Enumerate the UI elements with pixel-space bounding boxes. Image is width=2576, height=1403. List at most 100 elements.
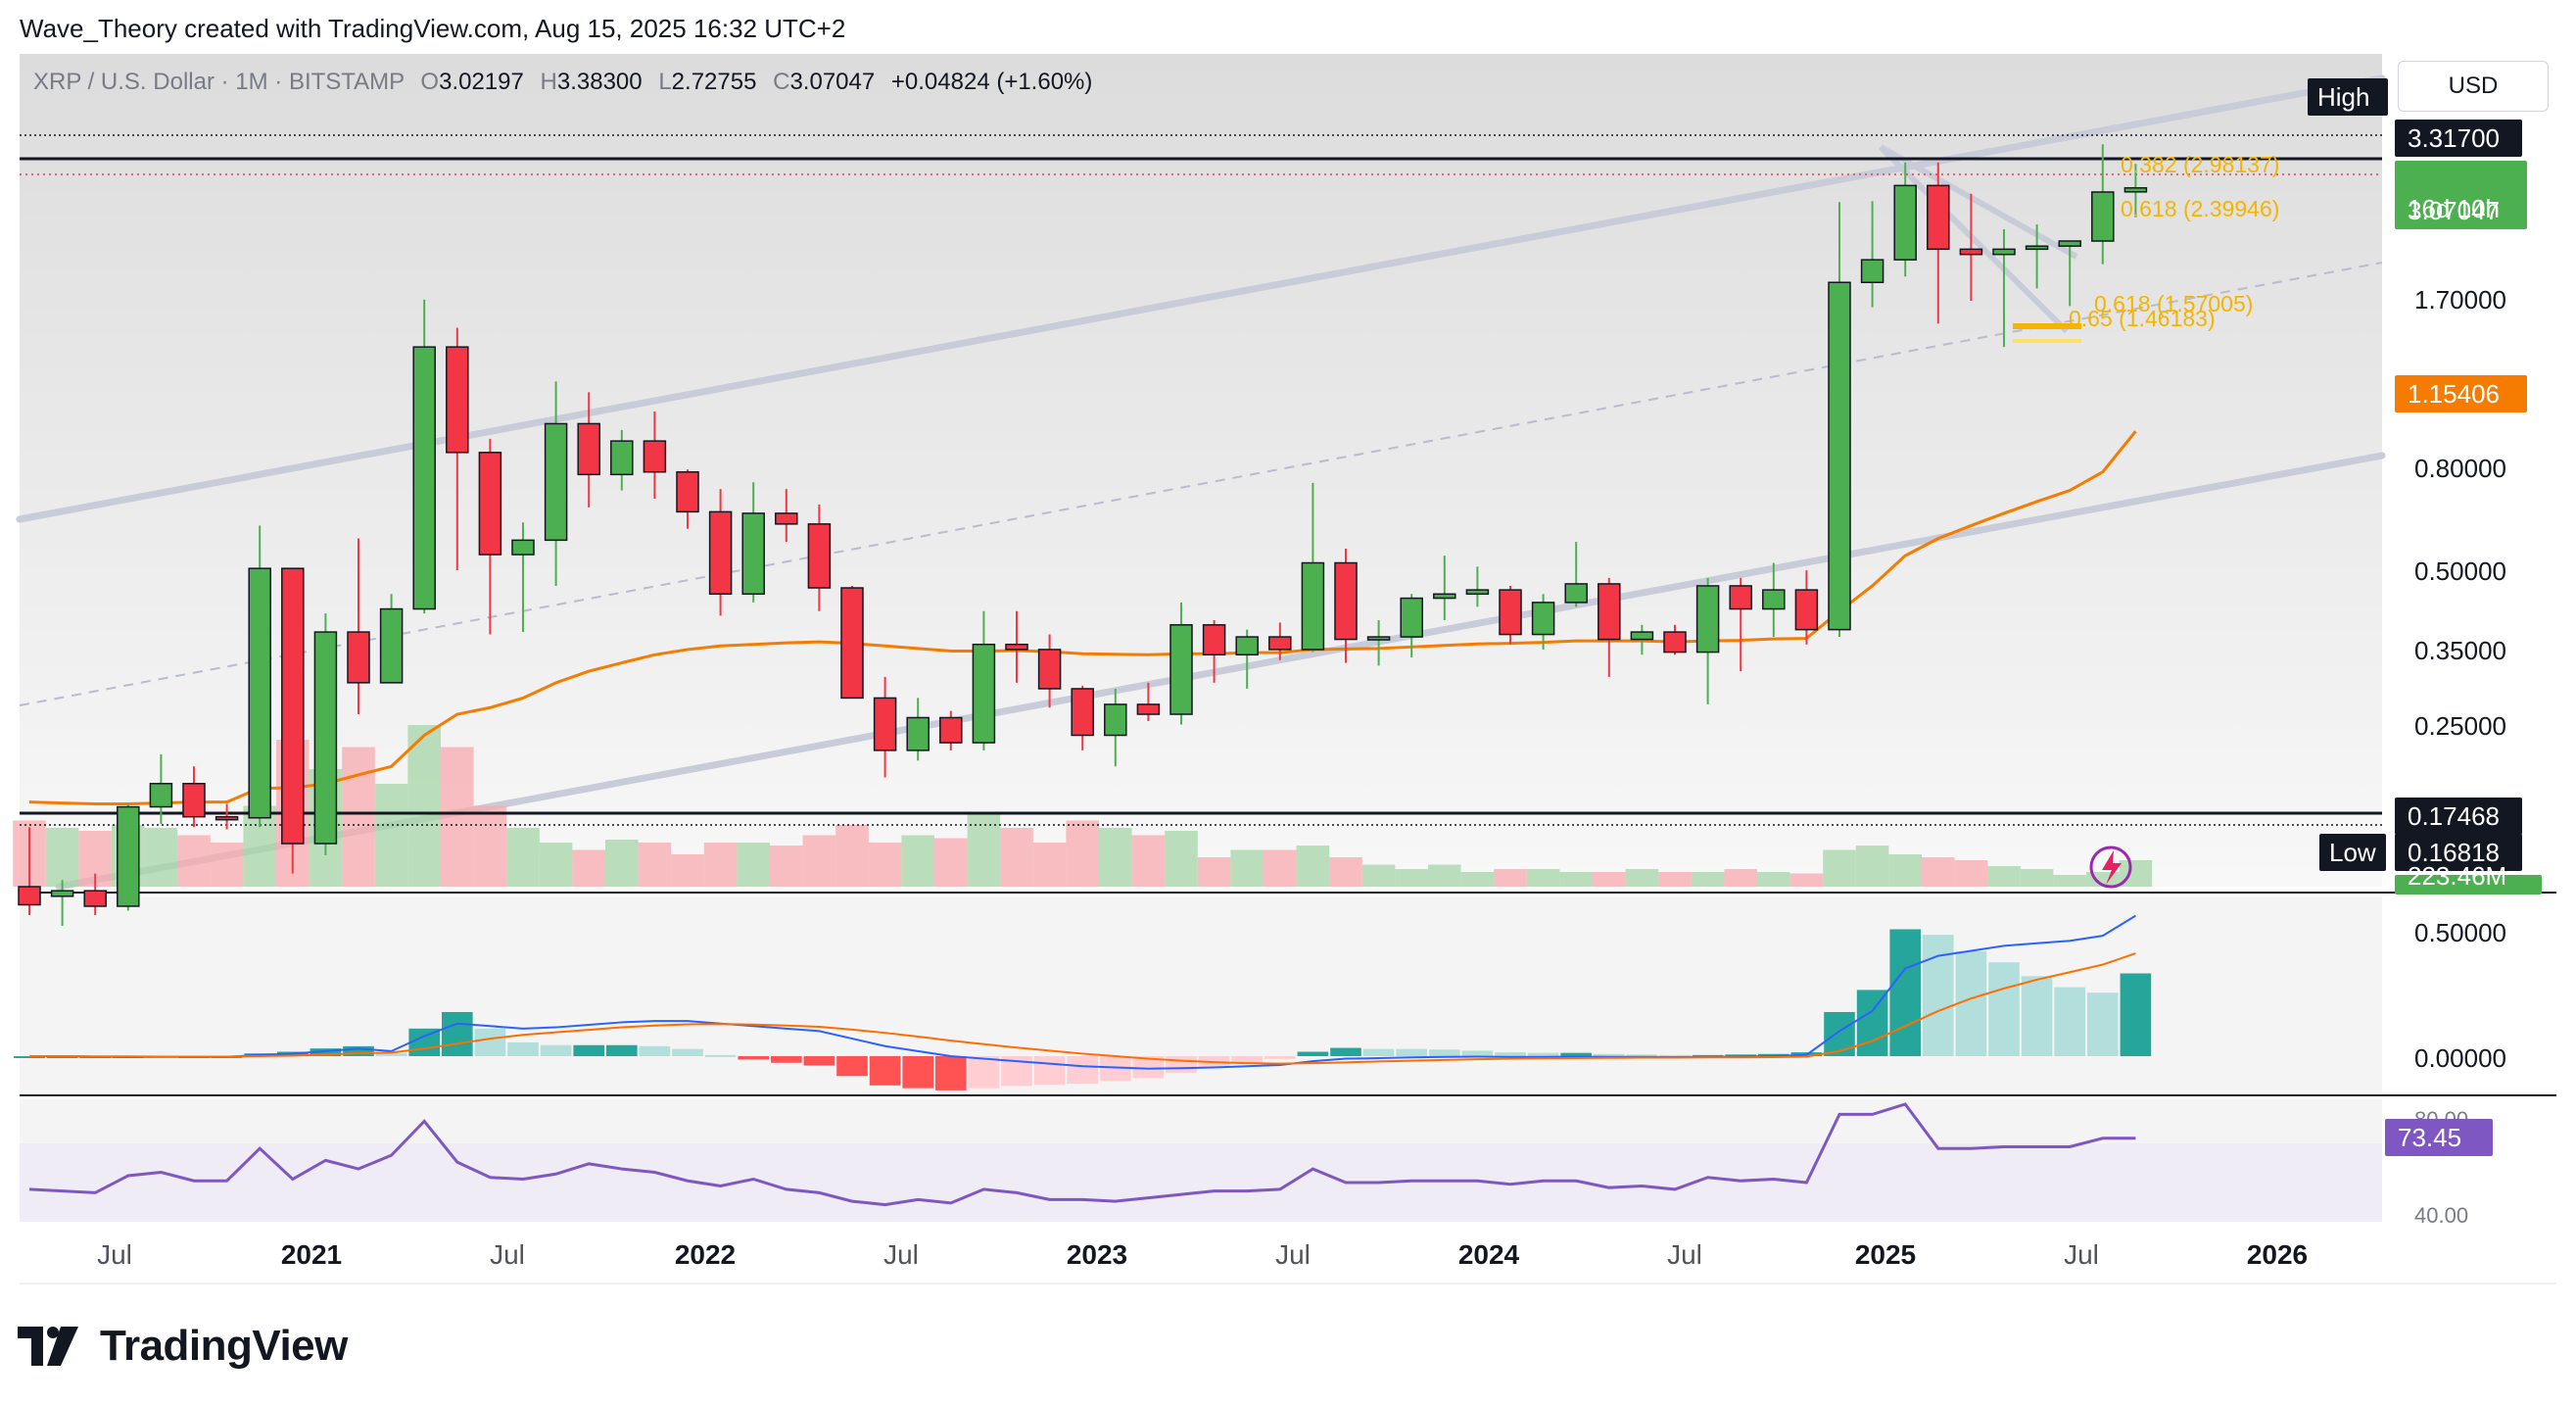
macd-histogram-bar [869,1056,901,1086]
volume-bar [1000,828,1033,887]
macd-histogram-bar [507,1041,539,1056]
candle-body [1992,248,2016,256]
candle-body [1400,597,1423,638]
candle-body [972,643,996,744]
macd-histogram-bar [836,1056,868,1077]
candle-body [1268,636,1292,651]
low-price-tag: 0.16818 [2408,838,2500,867]
macd-histogram-bar [639,1045,671,1056]
high-tag: High [2317,82,2369,112]
candle-body [478,452,502,556]
tradingview-mark-icon [18,1327,78,1366]
candle-body [1927,184,1950,251]
candle-body [610,440,634,476]
candle-body [412,346,436,610]
candle-body [1729,585,1752,610]
candle-body [741,512,765,596]
volume-bar [177,835,211,887]
macd-histogram-bar [1067,1056,1098,1085]
macd-histogram-bar [1362,1048,1395,1056]
macd-histogram-bar [442,1011,473,1056]
volume-bar [1823,849,1856,887]
macd-histogram-bar [771,1056,802,1063]
fib-label: 0.618 (2.39946) [2121,196,2279,221]
fib-label: 0.382 (2.98137) [2121,152,2279,177]
macd-histogram-bar [902,1056,933,1089]
volume-bar [1099,828,1132,887]
candle-body [1663,631,1687,653]
volume-bar [1230,849,1264,887]
macd-histogram-bar [1659,1054,1691,1057]
candle-body [1005,643,1028,651]
fib-label: 0.65 (1.46183) [2069,306,2216,331]
macd-histogram-bar [2087,992,2119,1056]
volume-bar [210,843,244,887]
volume-bar [770,846,803,887]
candle-body [1104,703,1127,737]
time-axis-tick: Jul [97,1239,132,1270]
volume-bar [1361,864,1396,887]
candle-body [313,631,338,845]
macd-histogram-bar [2021,976,2053,1056]
volume-bar [1197,857,1231,887]
macd-line [29,914,2136,1070]
volume-bar [1691,872,1725,887]
macd-histogram-bar [474,1028,506,1056]
volume-bar [45,828,79,887]
candle-body [708,510,733,596]
candle-body [1235,636,1259,656]
macd-histogram-bar [1824,1011,1855,1056]
candle-body [873,697,897,751]
macd-histogram-bar [1429,1049,1460,1056]
candle-body [577,422,600,476]
candle-body [840,587,864,700]
volume-bar [572,849,605,887]
macd-histogram-bar [1626,1054,1658,1057]
price-axis-tick: 0.35000 [2414,636,2506,665]
macd-histogram-bar [1955,950,1987,1056]
macd-histogram-bar [1495,1052,1526,1056]
close-label: C [773,69,790,95]
time-axis-tick: 2021 [281,1239,342,1270]
macd-histogram-bar [2054,987,2085,1056]
candle-body [643,440,667,473]
time-axis-tick: Jul [1275,1239,1311,1270]
brand-name: TradingView [100,1322,348,1370]
candle-body [18,886,41,906]
symbol-label[interactable]: XRP / U.S. Dollar · 1M · BITSTAMP [33,69,405,95]
candle-body [50,890,74,897]
volume-bar [1131,835,1166,887]
fib-marker [2013,339,2081,343]
macd-histogram-bar [343,1045,374,1056]
macd-histogram-bar [738,1056,769,1060]
candle-body [149,783,173,808]
low-value: 2.72755 [671,69,757,95]
volume-bar [1789,873,1824,887]
candle-body [1695,585,1720,653]
currency-button[interactable]: USD [2398,61,2549,112]
candle-body [1037,649,1062,690]
macd-histogram-bar [672,1048,703,1056]
candle-body [215,815,239,821]
macd-histogram-bar [1560,1052,1592,1056]
tradingview-logo[interactable]: TradingView [18,1319,348,1374]
macd-histogram-bar [803,1056,835,1066]
volume-bar [1264,849,1297,887]
candle-body [1794,589,1819,631]
volume-bar [1329,857,1362,887]
low-label: L [658,69,672,95]
open-value: 3.02197 [439,69,524,95]
candle-body [1433,593,1456,600]
price-axis-tick: 0.50000 [2414,556,2506,586]
volume-bar [1757,872,1790,887]
high-value: 3.38300 [556,69,643,95]
ohlc-legend: XRP / U.S. Dollar · 1M · BITSTAMP O3.021… [33,69,1092,96]
resistance-price-tag-box [2395,120,2522,157]
fib-marker [2013,323,2081,329]
candle-body [1893,184,1917,261]
macd-histogram-bar [1033,1056,1066,1086]
price-axis-tick: 0.80000 [2414,454,2506,483]
volume-bar [441,747,474,887]
